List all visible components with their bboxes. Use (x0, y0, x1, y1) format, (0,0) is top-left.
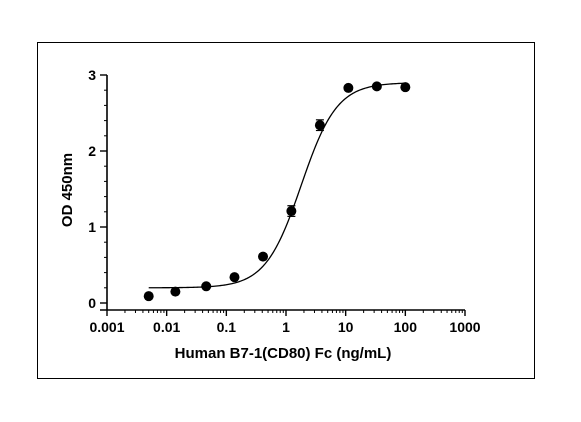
data-point (258, 251, 269, 262)
x-tick-label: 0.001 (89, 319, 124, 335)
data-point (170, 286, 181, 297)
y-tick-label: 3 (88, 67, 96, 83)
data-point (400, 82, 411, 93)
axes: 0.001 0.01 0.1 1 10 100 1000 0 1 2 3 (88, 67, 481, 335)
y-tick-label: 0 (88, 295, 96, 311)
data-point (371, 81, 382, 92)
x-tick-label: 10 (338, 319, 354, 335)
y-tick-label: 1 (88, 219, 96, 235)
data-point (314, 120, 325, 131)
data-point (229, 272, 240, 283)
chart-frame (37, 42, 535, 379)
data-point (143, 291, 154, 302)
x-tick-label: 0.01 (153, 319, 180, 335)
fit-curve (148, 82, 406, 289)
data-point (286, 206, 297, 217)
y-axis-title: OD 450nm (59, 153, 76, 227)
x-tick-label: 0.1 (217, 319, 237, 335)
data-point (343, 82, 354, 93)
data-point (201, 281, 212, 292)
y-tick-label: 2 (88, 143, 96, 159)
x-tick-label: 1000 (449, 319, 480, 335)
x-tick-label: 1 (282, 319, 290, 335)
data-points-layer (143, 81, 411, 302)
fit-curve-layer (148, 82, 406, 289)
x-axis-title: Human B7-1(CD80) Fc (ng/mL) (175, 345, 392, 362)
x-tick-label: 100 (394, 319, 418, 335)
